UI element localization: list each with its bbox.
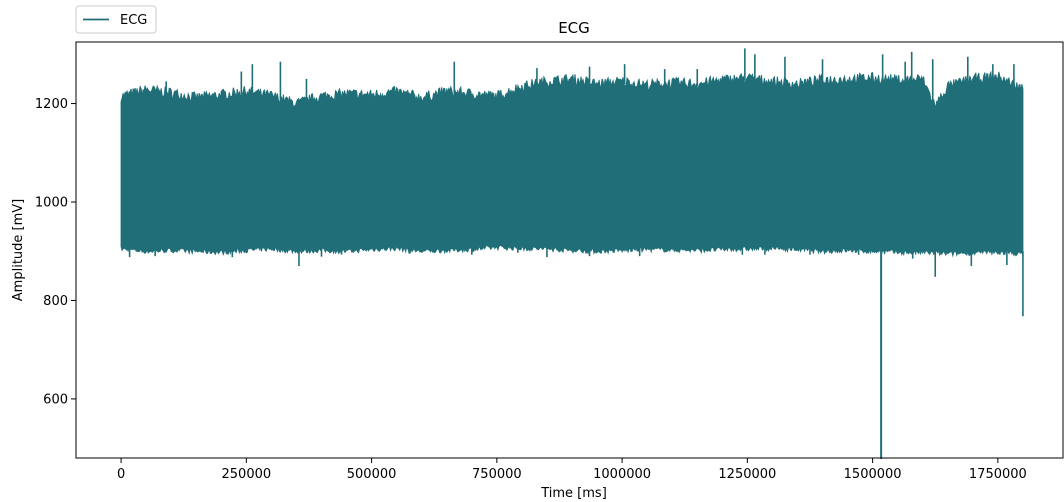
ecg-signal-band: [120, 70, 1024, 258]
legend-label-ecg: ECG: [120, 13, 147, 28]
y-axis-title: Amplitude [mV]: [11, 199, 26, 301]
chart-title: ECG: [558, 19, 590, 37]
x-tick-label: 0: [117, 467, 125, 482]
legend: ECG: [75, 5, 157, 34]
y-tick-label: 800: [43, 294, 68, 309]
plot-frame: [75, 41, 1064, 459]
y-tick-label: 600: [43, 392, 68, 407]
y-axis: 600 800 1000 1200: [35, 97, 76, 407]
x-tick-label: 250000: [222, 467, 272, 482]
y-tick-label: 1000: [35, 196, 68, 211]
x-tick-label: 750000: [472, 467, 522, 482]
y-tick-label: 1200: [35, 97, 68, 112]
x-tick-label: 500000: [347, 467, 397, 482]
legend-box: [75, 5, 157, 34]
x-tick-label: 1500000: [844, 467, 902, 482]
x-axis-title: Time [ms]: [540, 486, 607, 501]
plot-area: [120, 48, 1024, 459]
x-tick-label: 1750000: [969, 467, 1027, 482]
x-tick-label: 1250000: [718, 467, 776, 482]
x-axis: 0 250000 500000 750000 1000000 1250000 1500000…: [117, 458, 1027, 482]
x-tick-label: 1000000: [593, 467, 651, 482]
